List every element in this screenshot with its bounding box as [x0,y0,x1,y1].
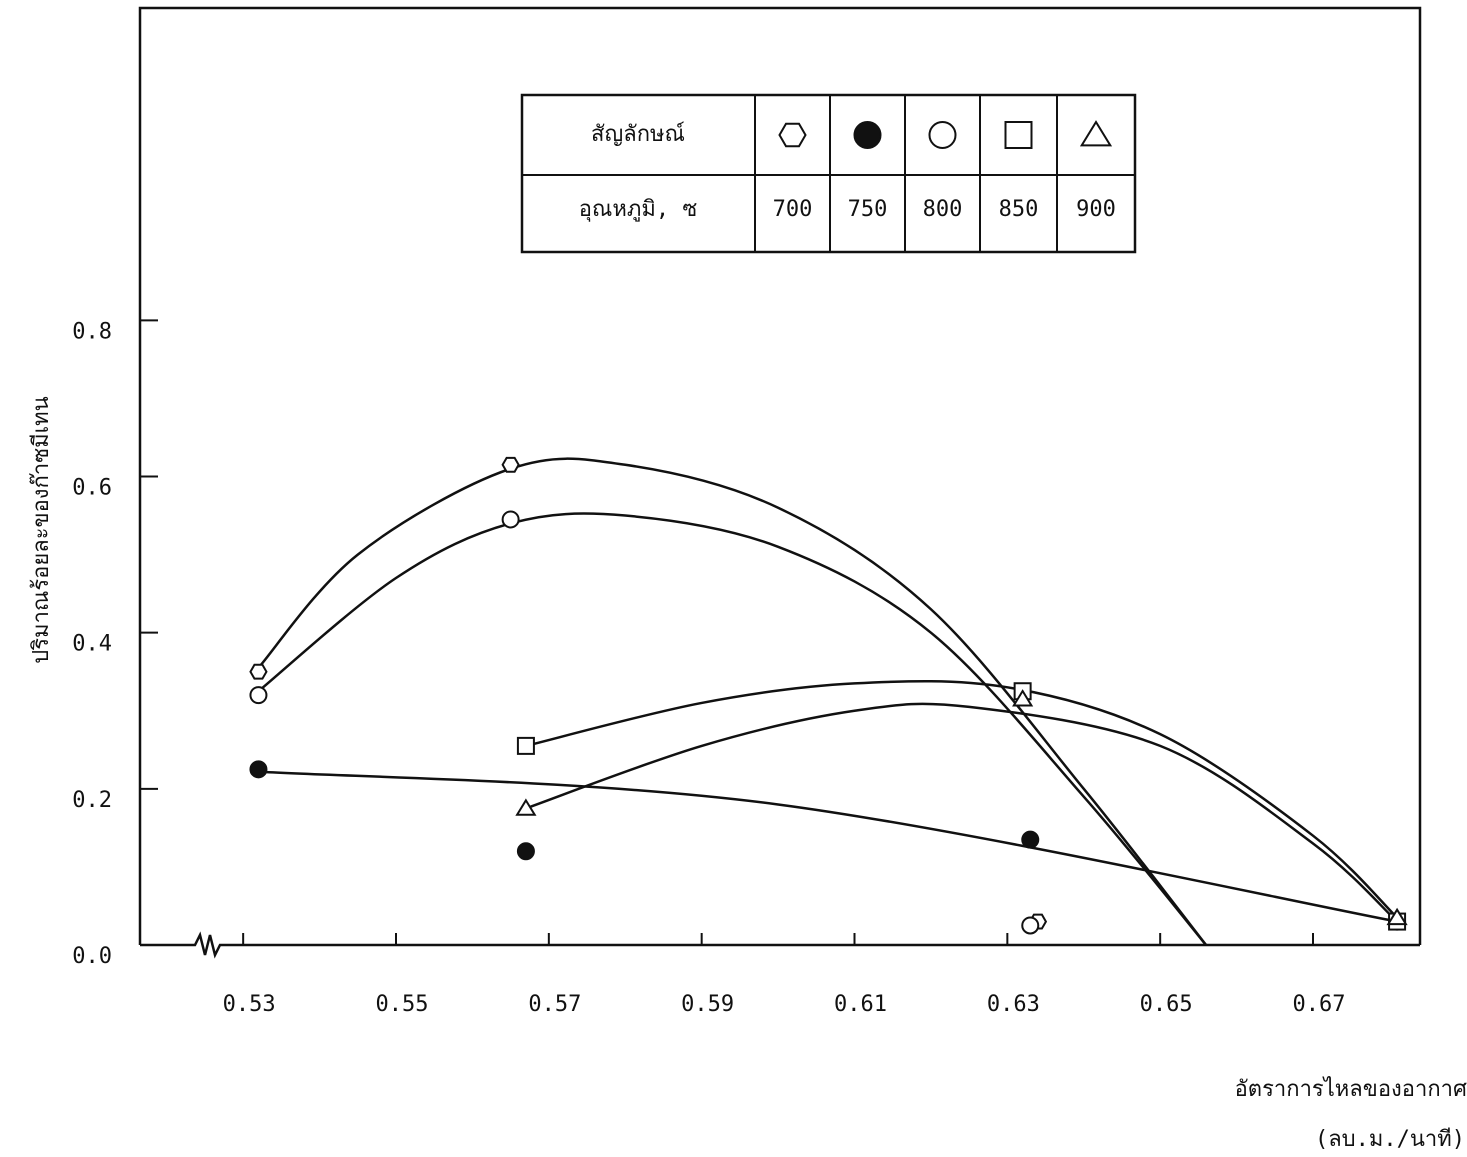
y-tick-label: 0.6 [72,476,112,501]
x-axis-unit: (ลบ.ม./นาที) [1315,1127,1465,1152]
data-point [518,738,534,754]
y-tick-label: 0.2 [72,788,112,813]
y-tick-label: 0.0 [72,944,112,969]
legend-symbol [930,122,956,148]
data-point [1022,917,1038,933]
x-axis-label: อัตราการไหลของอากาศ [1235,1076,1467,1102]
legend-label: 700 [773,197,813,222]
y-axis-label: ปริมาณร้อยละของก๊าซมีเทน [29,396,54,663]
legend-box [522,95,1135,252]
legend-label: 800 [923,197,963,222]
data-point [1022,832,1038,848]
legend-symbol [780,124,806,147]
legend-symbol-label: สัญลักษณ์ [591,122,685,147]
data-point [250,665,266,679]
data-point [503,511,519,527]
x-tick-label: 0.55 [376,992,429,1017]
fit-curve [258,514,1206,945]
x-tick-label: 0.57 [528,992,581,1017]
fit-curve [526,704,1397,922]
fit-curve [526,681,1397,917]
legend-symbol [855,122,881,148]
x-axis [140,935,1420,955]
legend-symbol [1006,122,1032,148]
legend-label: 900 [1076,197,1116,222]
x-tick-label: 0.67 [1293,992,1346,1017]
x-tick-label: 0.61 [834,992,887,1017]
x-tick-label: 0.59 [681,992,734,1017]
data-point [517,800,535,814]
data-point [250,761,266,777]
legend-label: 750 [848,197,888,222]
legend-temp-label: อุณหภูมิ, ซ [579,197,698,222]
x-tick-label: 0.63 [987,992,1040,1017]
y-tick-label: 0.8 [72,319,112,344]
chart: อัตราการไหลของอากาศ (ลบ.ม./นาที) ปริมาณร… [0,0,1467,1157]
data-point [503,458,519,472]
data-point [518,843,534,859]
fit-curve [258,772,1397,922]
legend-table: สัญลักษณ์ อุณหภูมิ, ซ [522,95,1135,252]
data-point [250,687,266,703]
x-tick-label: 0.53 [223,992,276,1017]
x-tick-label: 0.65 [1140,992,1193,1017]
y-tick-label: 0.4 [72,632,112,657]
legend-label: 850 [999,197,1039,222]
